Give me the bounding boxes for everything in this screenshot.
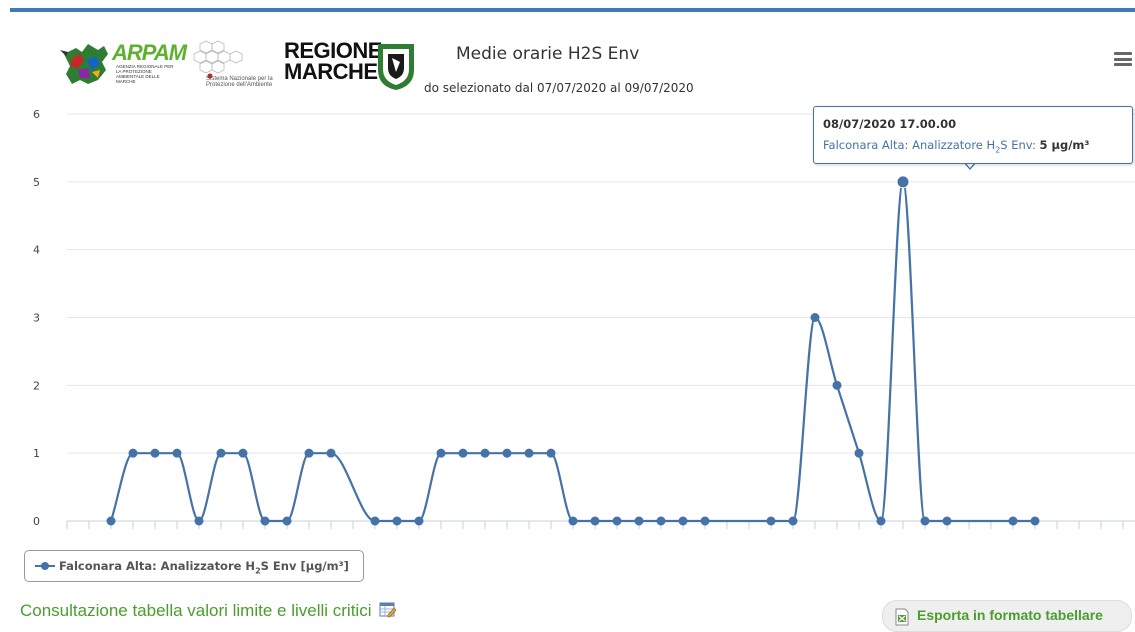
data-tooltip: 08/07/2020 17.00.00 Falconara Alta: Anal… (813, 106, 1133, 164)
spreadsheet-export-icon (895, 608, 909, 626)
data-point[interactable] (216, 448, 226, 458)
chart-subtitle: do selezionato dal 07/07/2020 al 09/07/2… (424, 81, 694, 95)
tooltip-arrow-fill (964, 161, 976, 168)
top-accent-bar (10, 8, 1135, 12)
series-falconara-alta (106, 175, 1040, 526)
data-point[interactable] (414, 516, 424, 526)
data-point[interactable] (920, 516, 930, 526)
data-point[interactable] (656, 516, 666, 526)
legend-line-marker-icon (35, 562, 55, 570)
export-label: Esporta in formato tabellare (917, 607, 1103, 623)
legend-label: Falconara Alta: Analizzatore H2S Env [μg… (59, 559, 349, 576)
export-table-button[interactable]: Esporta in formato tabellare (882, 600, 1132, 632)
regione-line1: REGIONE (284, 38, 382, 63)
snpa-logo-icon (193, 40, 243, 79)
data-point[interactable] (568, 516, 578, 526)
chart-title: Medie orarie H2S Env (456, 44, 640, 64)
data-point[interactable] (700, 516, 710, 526)
y-tick-label: 6 (33, 108, 40, 121)
data-point[interactable] (810, 313, 820, 322)
data-point[interactable] (942, 516, 952, 526)
data-point[interactable] (524, 448, 534, 458)
line-chart: 0 1 2 3 4 5 6 (33, 108, 1135, 529)
data-point[interactable] (370, 516, 380, 526)
data-point[interactable] (854, 448, 864, 458)
data-point[interactable] (238, 448, 248, 458)
data-point[interactable] (634, 516, 644, 526)
consult-limits-link[interactable]: Consultazione tabella valori limite e li… (20, 601, 397, 621)
logos-area: ARPAM AGENZIA REGIONALE PER LA PROTEZION… (58, 38, 428, 100)
hamburger-icon[interactable] (1114, 52, 1132, 66)
series-line (109, 180, 1035, 523)
y-tick-label: 5 (33, 176, 40, 189)
regione-marche-logo-text: REGIONE MARCHE (284, 38, 382, 84)
data-point[interactable] (502, 448, 512, 458)
data-point[interactable] (1030, 516, 1040, 526)
tooltip-value: 5 μg/m³ (1039, 138, 1090, 152)
regione-line2: MARCHE (284, 59, 378, 84)
data-point[interactable] (480, 448, 490, 458)
data-point[interactable] (172, 448, 182, 458)
data-point[interactable] (326, 448, 336, 458)
y-tick-label: 0 (33, 515, 40, 528)
y-axis-ticks: 0 1 2 3 4 5 6 (33, 108, 40, 528)
y-tick-label: 4 (33, 244, 40, 257)
data-point[interactable] (304, 448, 314, 458)
table-edit-icon (379, 602, 397, 618)
data-point[interactable] (458, 448, 468, 458)
y-tick-label: 3 (33, 312, 40, 325)
data-point[interactable] (590, 516, 600, 526)
tooltip-date: 08/07/2020 17.00.00 (823, 117, 957, 131)
tooltip-series-name: Falconara Alta: Analizzatore H2S Env: (823, 138, 1040, 155)
data-point[interactable] (194, 516, 204, 526)
arpam-logo-text: ARPAM (112, 40, 187, 65)
data-point[interactable] (150, 448, 160, 458)
data-point[interactable] (766, 516, 776, 526)
regione-marche-shield-icon (378, 44, 414, 90)
data-point[interactable] (106, 516, 116, 526)
arpam-logo-icon (60, 44, 108, 84)
data-point[interactable] (282, 516, 292, 526)
data-point[interactable] (392, 516, 402, 526)
tooltip-series-line: Falconara Alta: Analizzatore H2S Env: 5 … (823, 138, 1089, 154)
data-point[interactable] (436, 448, 446, 458)
data-point-highlighted[interactable] (896, 175, 910, 189)
x-axis (66, 520, 1135, 529)
y-tick-label: 2 (33, 379, 40, 392)
data-point[interactable] (546, 448, 556, 458)
data-point[interactable] (128, 448, 138, 458)
data-point[interactable] (1008, 516, 1018, 526)
legend-item-falconara-alta[interactable]: Falconara Alta: Analizzatore H2S Env [μg… (24, 550, 364, 582)
data-point[interactable] (876, 516, 886, 526)
data-point[interactable] (832, 380, 842, 390)
data-point[interactable] (260, 516, 270, 526)
consult-link-label: Consultazione tabella valori limite e li… (20, 601, 372, 620)
data-point[interactable] (788, 516, 798, 526)
snpa-logo-text: Sistema Nazionale per la Protezione dell… (206, 76, 273, 88)
arpam-logo-subtext: AGENZIA REGIONALE PER LA PROTEZIONE AMBI… (116, 64, 174, 84)
y-tick-label: 1 (33, 447, 40, 460)
data-point[interactable] (678, 516, 688, 526)
data-point[interactable] (612, 516, 622, 526)
